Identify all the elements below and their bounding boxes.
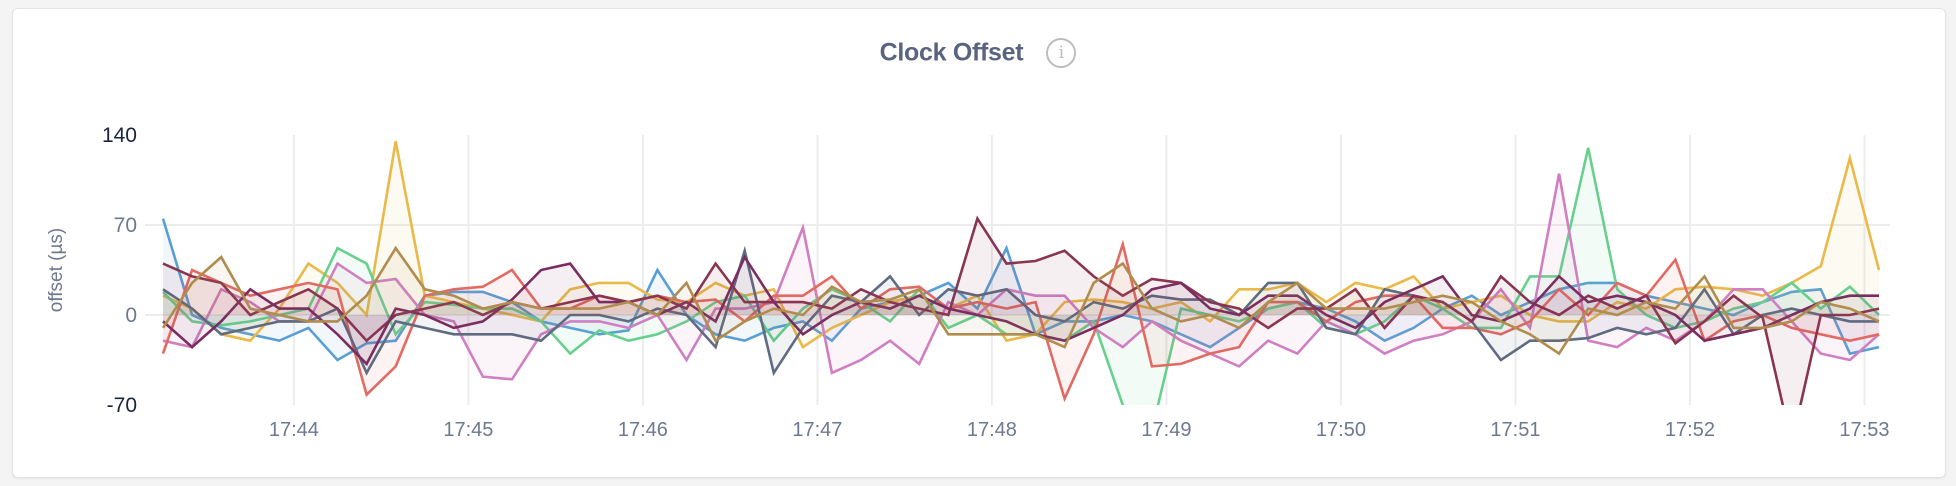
x-tick-label: 17:44	[269, 419, 319, 441]
series-area	[163, 250, 1879, 373]
series-6	[162, 245, 1879, 377]
series-2	[162, 141, 1881, 349]
y-axis-label: offset (µs)	[46, 228, 67, 313]
y-tick-label: 70	[114, 214, 137, 237]
y-tick-label: 0	[125, 304, 137, 327]
series-line[interactable]	[162, 215, 1880, 444]
chart-title: Clock Offset	[879, 38, 1024, 67]
x-tick-label: 17:52	[1665, 419, 1715, 441]
chart-card	[12, 8, 1946, 478]
gridlines	[145, 135, 1890, 405]
info-circle-icon[interactable]: i	[1046, 38, 1077, 68]
x-tick-label: 17:50	[1316, 419, 1366, 441]
series-area	[163, 257, 1879, 364]
chart-header: Clock Offset i	[0, 38, 1956, 68]
x-tick-label: 17:47	[792, 419, 842, 441]
series-line[interactable]	[162, 254, 1879, 367]
x-tick-label: 17:49	[1141, 419, 1191, 441]
series-area	[163, 141, 1879, 348]
series-group	[161, 141, 1881, 444]
series-area	[163, 248, 1879, 354]
series-area	[163, 218, 1879, 405]
series-area	[163, 218, 1879, 360]
x-tick-label: 17:46	[618, 419, 668, 441]
x-tick-label: 17:48	[967, 419, 1017, 441]
series-line[interactable]	[162, 141, 1881, 349]
series-line[interactable]	[162, 245, 1879, 377]
y-tick-label: 140	[102, 124, 137, 147]
series-9	[161, 245, 1880, 356]
x-axis: 17:44 17:45 17:46 17:47 17:48 17:49 17:50 17:51…	[269, 419, 1890, 441]
x-tick-label: 17:53	[1839, 419, 1889, 441]
series-line[interactable]	[162, 173, 1880, 381]
y-tick-label: -70	[107, 394, 137, 417]
series-7	[162, 215, 1880, 444]
x-tick-label: 17:51	[1490, 419, 1540, 441]
x-tick-label: 17:45	[443, 419, 493, 441]
series-line[interactable]	[161, 245, 1880, 356]
series-8	[162, 254, 1879, 367]
y-axis: 140 70 0 -70	[102, 124, 137, 417]
